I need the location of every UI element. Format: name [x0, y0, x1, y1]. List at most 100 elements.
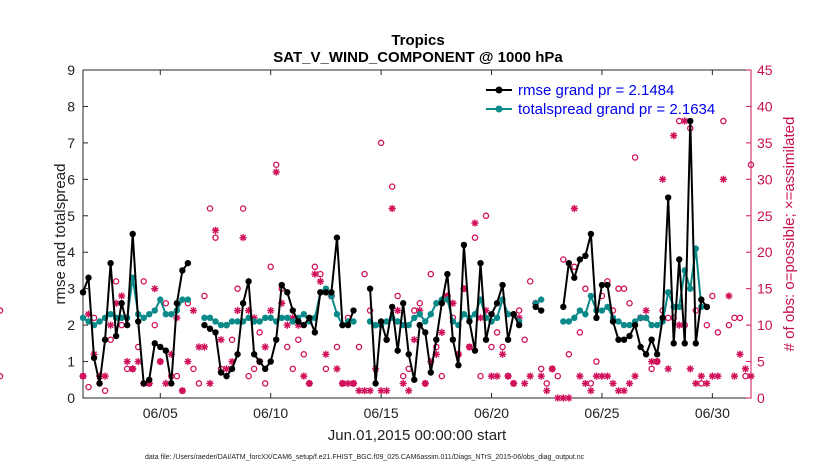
obs-possible-point [720, 117, 727, 125]
obs-assimilated-point [603, 372, 612, 380]
totalspread-point [604, 303, 611, 311]
obs-assimilated-point [521, 379, 529, 388]
rmse-point [681, 340, 688, 347]
chart-subtitle: SAT_V_WIND_COMPONENT @ 1000 hPa [273, 49, 563, 66]
rmse-point [455, 362, 462, 369]
rmse-point [538, 307, 545, 314]
totalspread-point [289, 318, 296, 325]
obs-assimilated-point [355, 387, 363, 395]
totalspread-point [394, 318, 401, 325]
obs-possible-point [311, 263, 319, 271]
rmse-point [212, 329, 219, 336]
obs-assimilated-point [405, 387, 413, 395]
obs-assimilated-point [421, 379, 429, 388]
rmse-point [477, 259, 484, 267]
obs-possible-point [477, 372, 484, 380]
rmse-point [273, 336, 280, 343]
totalspread-point [223, 321, 230, 329]
obs-assimilated-point [747, 372, 755, 380]
rmse-point [289, 307, 296, 314]
obs-possible-point [482, 212, 490, 220]
totalspread-point [234, 318, 241, 325]
obs-assimilated-point [101, 372, 109, 380]
obs-possible-point [295, 336, 302, 343]
y-right-tick-label: 10 [757, 317, 773, 333]
rmse-point [350, 307, 357, 314]
rmse-point [598, 281, 606, 289]
obs-assimilated-point [289, 314, 297, 322]
obs-assimilated-point [576, 372, 584, 380]
obs-assimilated-point [427, 357, 435, 366]
y-tick-label: 4 [67, 244, 75, 260]
rmse-point [245, 278, 252, 285]
totalspread-point [493, 314, 501, 322]
rmse-point [394, 347, 401, 354]
obs-possible-point [399, 372, 407, 380]
totalspread-point [146, 310, 153, 318]
rmse-point [399, 300, 407, 307]
obs-assimilated-point [675, 321, 683, 329]
obs-assimilated-point [664, 365, 672, 373]
obs-assimilated-point [581, 379, 589, 388]
rmse-point [642, 351, 650, 358]
y-right-tick-label: 25 [757, 208, 773, 224]
legend: rmse grand pr = 2.1484 totalspread grand… [486, 82, 715, 118]
obs-possible-point [526, 278, 534, 285]
y-tick-label: 6 [67, 171, 75, 187]
rmse-point [377, 318, 385, 325]
rmse-point [256, 358, 263, 365]
rmse-point [609, 318, 617, 325]
rmse-point [692, 340, 699, 347]
obs-assimilated-point [322, 350, 330, 358]
obs-possible-point [195, 380, 203, 387]
rmse-point [438, 300, 446, 307]
rmse-point [626, 332, 633, 340]
totalspread-point [411, 314, 418, 322]
rmse-point [565, 259, 573, 267]
obs-assimilated-point [730, 372, 739, 380]
obs-possible-point [388, 183, 396, 190]
obs-assimilated-point [681, 117, 689, 125]
obs-possible-point [284, 343, 291, 351]
x-tick-label: 06/30 [695, 405, 730, 421]
obs-possible-point [267, 263, 274, 271]
obs-assimilated-point [692, 379, 700, 388]
rmse-point [90, 354, 98, 362]
totalspread-point [217, 321, 225, 329]
rmse-point [648, 336, 655, 343]
y-right-tick-label: 30 [757, 171, 773, 187]
legend-rmse-marker [495, 86, 503, 94]
obs-possible-point [626, 299, 633, 307]
rmse-point [488, 310, 495, 318]
obs-assimilated-point [471, 219, 479, 227]
obs-assimilated-point [697, 372, 705, 380]
rmse-point [140, 380, 147, 387]
obs-possible-point [361, 270, 368, 278]
rmse-point [411, 376, 418, 383]
rmse-point [223, 372, 230, 380]
obs-assimilated-point [548, 365, 556, 373]
obs-assimilated-point [598, 372, 606, 380]
rmse-point [157, 343, 164, 351]
obs-assimilated-point [134, 357, 142, 366]
rmse-point [239, 300, 247, 307]
y-tick-label: 5 [67, 208, 75, 224]
rmse-point [118, 300, 125, 307]
obs-possible-point [256, 329, 263, 336]
x-axis-label: Jun.01,2015 00:00:00 start [328, 427, 507, 444]
rmse-point [698, 296, 705, 303]
y-tick-label: 7 [67, 135, 75, 151]
rmse-point [703, 303, 711, 311]
totalspread-point [300, 310, 308, 318]
totalspread-point [372, 321, 379, 329]
obs-possible-point [714, 329, 722, 336]
rmse-point [267, 358, 274, 365]
obs-assimilated-point [167, 350, 175, 358]
obs-assimilated-point [360, 387, 369, 395]
rmse-point [250, 351, 258, 358]
totalspread-point [157, 296, 164, 303]
rmse-point [112, 332, 120, 340]
obs-assimilated-point [145, 379, 153, 388]
y-right-axis-ticks: 0 5 10 15 20 25 30 35 40 45 [746, 62, 773, 406]
rmse-point [582, 252, 589, 260]
